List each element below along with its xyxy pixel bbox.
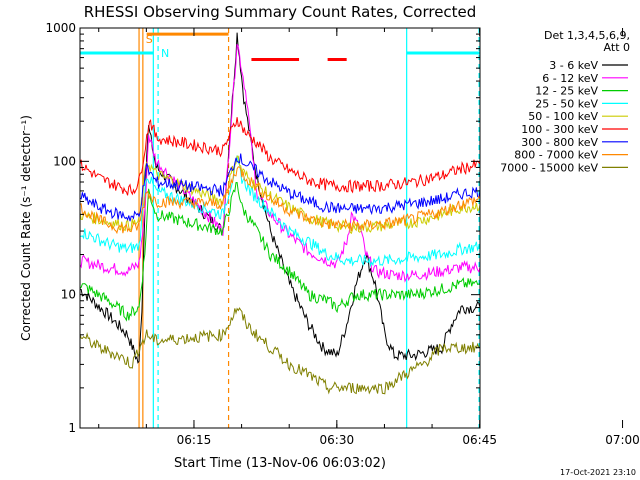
x-tick-label-3: 07:00 [605,433,640,447]
legend-label-7: 800 - 7000 keV [514,149,598,162]
footer-date: 17-Oct-2021 23:10 [560,468,636,477]
legend-header-1: Det 1,3,4,5,6,9, [544,29,630,42]
y-tick-label-3: 1000 [45,21,76,35]
night-flag-label: N [161,47,169,60]
y-tick-label-1: 10 [61,288,76,302]
legend-header-2: Att 0 [604,41,630,54]
saa-flag-label: S [146,33,153,46]
x-tick-label-1: 06:30 [320,433,355,447]
x-axis-label: Start Time (13-Nov-06 06:03:02) [174,456,386,471]
legend-label-0: 3 - 6 keV [549,59,598,72]
x-tick-label-2: 06:45 [462,433,497,447]
series-line-0 [79,32,481,364]
y-tick-label-0: 1 [68,421,76,435]
legend-label-5: 100 - 300 keV [521,123,598,136]
plot-frame [79,27,481,429]
legend-label-1: 6 - 12 keV [542,72,598,85]
legend-label-8: 7000 - 15000 keV [500,161,598,174]
series-line-3 [79,155,481,268]
y-axis-label: Corrected Count Rate (s⁻¹ detector⁻¹) [19,115,33,341]
series-line-6 [79,153,481,222]
series-line-5 [79,117,481,196]
chart-title: RHESSI Observing Summary Count Rates, Co… [84,3,477,21]
series-line-4 [79,155,481,235]
series-line-7 [79,166,481,235]
series-line-1 [79,44,481,283]
legend-label-2: 12 - 25 keV [535,85,598,98]
legend-label-6: 300 - 800 keV [521,136,598,149]
legend-label-4: 50 - 100 keV [528,110,598,123]
y-tick-label-2: 100 [53,154,76,168]
plot-area: SN [79,28,481,428]
series-line-2 [79,181,481,322]
x-tick-label-0: 06:15 [177,433,212,447]
series-line-8 [79,307,481,395]
legend-label-3: 25 - 50 keV [535,97,598,110]
